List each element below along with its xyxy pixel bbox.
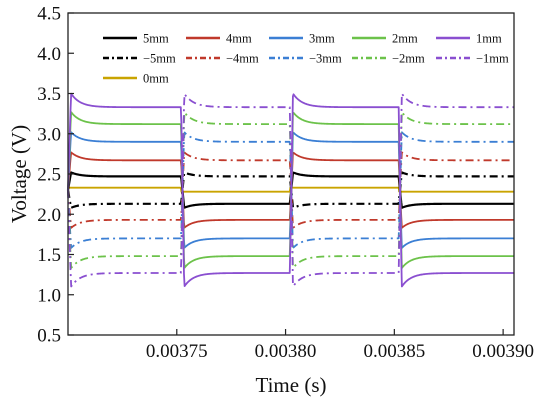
- legend-label: 1mm: [476, 32, 502, 46]
- legend-label: 2mm: [392, 32, 418, 46]
- legend-label: −5mm: [143, 52, 176, 66]
- y-tick-label: 2.5: [37, 165, 61, 186]
- legend-label: 0mm: [143, 72, 169, 86]
- y-tick-label: 3.5: [37, 84, 61, 105]
- y-tick-label: 2.0: [37, 205, 61, 226]
- y-tick-label: 3.0: [37, 124, 61, 145]
- legend-label: −2mm: [392, 52, 425, 66]
- y-axis-title: Voltage (V): [7, 125, 31, 223]
- x-tick-label: 0.00380: [255, 341, 317, 362]
- x-tick-label: 0.00385: [363, 341, 425, 362]
- legend-label: −1mm: [476, 52, 509, 66]
- x-tick-label: 0.00375: [146, 341, 208, 362]
- legend-label: −4mm: [226, 52, 259, 66]
- y-tick-label: 4.0: [37, 44, 61, 65]
- x-axis-title: Time (s): [256, 373, 327, 397]
- y-tick-label: 1.0: [37, 285, 61, 306]
- legend-label: 4mm: [226, 32, 252, 46]
- y-tick-label: 4.5: [37, 4, 61, 25]
- x-tick-label: 0.00390: [472, 341, 534, 362]
- legend: 5mm 4mm 3mm 2mm 1mm −5mm −4mm −3mm −2mm −1mm 0mm: [103, 32, 509, 86]
- y-tick-label: 1.5: [37, 245, 61, 266]
- axis-ticks: 0.00375 0.00380 0.00385 0.00390 0.5 1.0 1.5 2.0…: [37, 4, 534, 363]
- y-tick-label: 0.5: [37, 326, 61, 347]
- series-line-minus-1mm: [67, 92, 515, 288]
- legend-label: −3mm: [309, 52, 342, 66]
- legend-label: 3mm: [309, 32, 335, 46]
- legend-label: 5mm: [143, 32, 169, 46]
- series-lines: [66, 92, 515, 288]
